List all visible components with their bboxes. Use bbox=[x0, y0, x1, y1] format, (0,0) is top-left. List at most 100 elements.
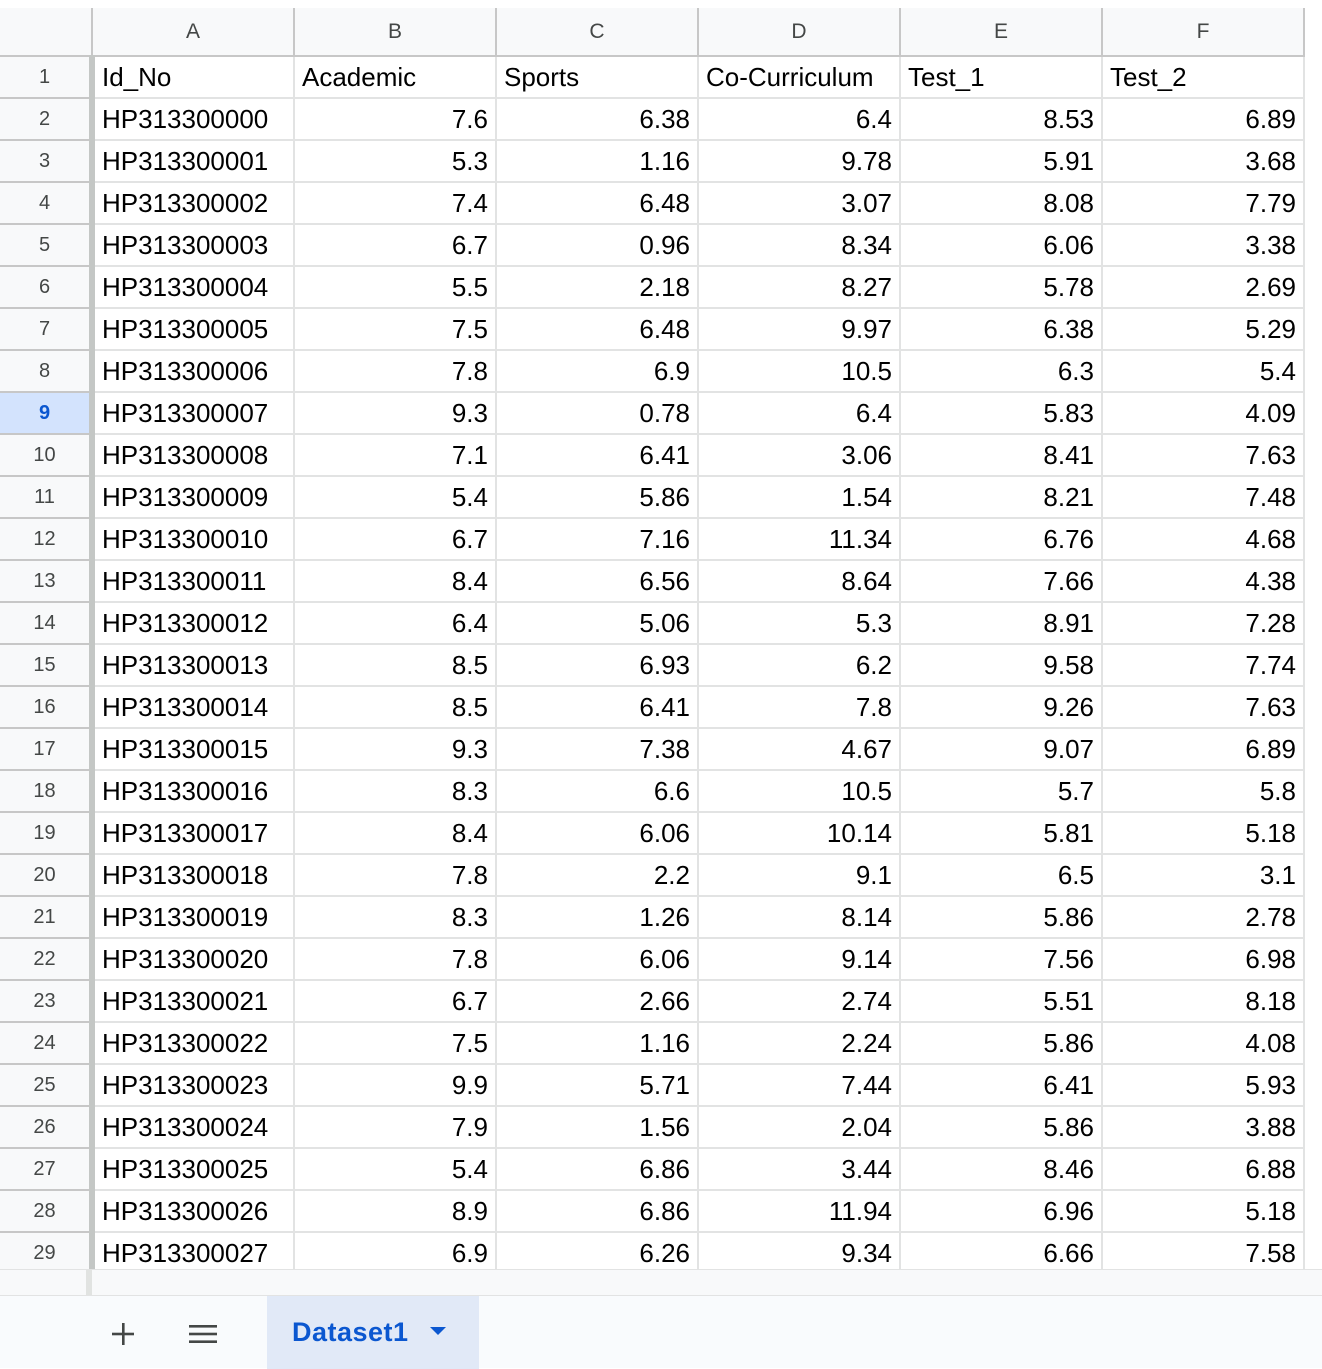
cell-e18[interactable]: 5.7 bbox=[900, 770, 1103, 813]
select-all-corner[interactable] bbox=[0, 8, 93, 57]
cell-d19[interactable]: 10.14 bbox=[698, 812, 901, 855]
row-header-9[interactable]: 9 bbox=[0, 392, 95, 435]
row-header-5[interactable]: 5 bbox=[0, 224, 95, 267]
row-header-17[interactable]: 17 bbox=[0, 728, 95, 771]
cell-b23[interactable]: 6.7 bbox=[294, 980, 497, 1023]
row-header-24[interactable]: 24 bbox=[0, 1022, 95, 1065]
cell-b7[interactable]: 7.5 bbox=[294, 308, 497, 351]
cell-d15[interactable]: 6.2 bbox=[698, 644, 901, 687]
cell-f18[interactable]: 5.8 bbox=[1102, 770, 1305, 813]
cell-d3[interactable]: 9.78 bbox=[698, 140, 901, 183]
row-header-21[interactable]: 21 bbox=[0, 896, 95, 939]
cell-a22[interactable]: HP313300020 bbox=[92, 938, 295, 981]
cell-e1[interactable]: Test_1 bbox=[900, 56, 1103, 99]
cell-f27[interactable]: 6.88 bbox=[1102, 1148, 1305, 1191]
cell-d9[interactable]: 6.4 bbox=[698, 392, 901, 435]
cell-a11[interactable]: HP313300009 bbox=[92, 476, 295, 519]
cell-c26[interactable]: 1.56 bbox=[496, 1106, 699, 1149]
row-header-19[interactable]: 19 bbox=[0, 812, 95, 855]
cell-d1[interactable]: Co-Curriculum bbox=[698, 56, 901, 99]
cell-a20[interactable]: HP313300018 bbox=[92, 854, 295, 897]
cell-b1[interactable]: Academic bbox=[294, 56, 497, 99]
cell-f8[interactable]: 5.4 bbox=[1102, 350, 1305, 393]
cell-d22[interactable]: 9.14 bbox=[698, 938, 901, 981]
cell-b17[interactable]: 9.3 bbox=[294, 728, 497, 771]
cell-d28[interactable]: 11.94 bbox=[698, 1190, 901, 1233]
cell-e22[interactable]: 7.56 bbox=[900, 938, 1103, 981]
row-header-20[interactable]: 20 bbox=[0, 854, 95, 897]
row-header-1[interactable]: 1 bbox=[0, 56, 95, 99]
cell-b24[interactable]: 7.5 bbox=[294, 1022, 497, 1065]
cell-c13[interactable]: 6.56 bbox=[496, 560, 699, 603]
column-header-b[interactable]: B bbox=[294, 8, 497, 57]
cell-b4[interactable]: 7.4 bbox=[294, 182, 497, 225]
cell-a7[interactable]: HP313300005 bbox=[92, 308, 295, 351]
cell-c16[interactable]: 6.41 bbox=[496, 686, 699, 729]
cell-e23[interactable]: 5.51 bbox=[900, 980, 1103, 1023]
cell-e15[interactable]: 9.58 bbox=[900, 644, 1103, 687]
cell-c19[interactable]: 6.06 bbox=[496, 812, 699, 855]
cell-b20[interactable]: 7.8 bbox=[294, 854, 497, 897]
cell-b8[interactable]: 7.8 bbox=[294, 350, 497, 393]
cell-a18[interactable]: HP313300016 bbox=[92, 770, 295, 813]
row-header-2[interactable]: 2 bbox=[0, 98, 95, 141]
cell-a9[interactable]: HP313300007 bbox=[92, 392, 295, 435]
cell-f7[interactable]: 5.29 bbox=[1102, 308, 1305, 351]
cell-b29[interactable]: 6.9 bbox=[294, 1232, 497, 1275]
cell-f19[interactable]: 5.18 bbox=[1102, 812, 1305, 855]
row-header-26[interactable]: 26 bbox=[0, 1106, 95, 1149]
cell-f4[interactable]: 7.79 bbox=[1102, 182, 1305, 225]
column-header-a[interactable]: A bbox=[92, 8, 295, 57]
cell-c27[interactable]: 6.86 bbox=[496, 1148, 699, 1191]
cell-a23[interactable]: HP313300021 bbox=[92, 980, 295, 1023]
cell-c29[interactable]: 6.26 bbox=[496, 1232, 699, 1275]
cell-a5[interactable]: HP313300003 bbox=[92, 224, 295, 267]
cell-a15[interactable]: HP313300013 bbox=[92, 644, 295, 687]
cell-e29[interactable]: 6.66 bbox=[900, 1232, 1103, 1275]
row-header-22[interactable]: 22 bbox=[0, 938, 95, 981]
row-header-16[interactable]: 16 bbox=[0, 686, 95, 729]
cell-c28[interactable]: 6.86 bbox=[496, 1190, 699, 1233]
cell-d6[interactable]: 8.27 bbox=[698, 266, 901, 309]
cell-d23[interactable]: 2.74 bbox=[698, 980, 901, 1023]
cell-a3[interactable]: HP313300001 bbox=[92, 140, 295, 183]
cell-c14[interactable]: 5.06 bbox=[496, 602, 699, 645]
cell-f11[interactable]: 7.48 bbox=[1102, 476, 1305, 519]
cell-c24[interactable]: 1.16 bbox=[496, 1022, 699, 1065]
cell-d20[interactable]: 9.1 bbox=[698, 854, 901, 897]
cell-d24[interactable]: 2.24 bbox=[698, 1022, 901, 1065]
cell-c20[interactable]: 2.2 bbox=[496, 854, 699, 897]
cell-f13[interactable]: 4.38 bbox=[1102, 560, 1305, 603]
cell-e2[interactable]: 8.53 bbox=[900, 98, 1103, 141]
cell-c22[interactable]: 6.06 bbox=[496, 938, 699, 981]
cell-e27[interactable]: 8.46 bbox=[900, 1148, 1103, 1191]
cell-a16[interactable]: HP313300014 bbox=[92, 686, 295, 729]
cell-b6[interactable]: 5.5 bbox=[294, 266, 497, 309]
cell-c15[interactable]: 6.93 bbox=[496, 644, 699, 687]
cell-f28[interactable]: 5.18 bbox=[1102, 1190, 1305, 1233]
cell-b3[interactable]: 5.3 bbox=[294, 140, 497, 183]
cell-a10[interactable]: HP313300008 bbox=[92, 434, 295, 477]
cell-c6[interactable]: 2.18 bbox=[496, 266, 699, 309]
column-header-f[interactable]: F bbox=[1102, 8, 1305, 57]
cell-d12[interactable]: 11.34 bbox=[698, 518, 901, 561]
cell-f21[interactable]: 2.78 bbox=[1102, 896, 1305, 939]
cell-f20[interactable]: 3.1 bbox=[1102, 854, 1305, 897]
cell-c4[interactable]: 6.48 bbox=[496, 182, 699, 225]
add-sheet-button[interactable] bbox=[101, 1312, 145, 1356]
cell-d2[interactable]: 6.4 bbox=[698, 98, 901, 141]
row-header-3[interactable]: 3 bbox=[0, 140, 95, 183]
cell-f22[interactable]: 6.98 bbox=[1102, 938, 1305, 981]
cell-f9[interactable]: 4.09 bbox=[1102, 392, 1305, 435]
cell-b5[interactable]: 6.7 bbox=[294, 224, 497, 267]
cell-d21[interactable]: 8.14 bbox=[698, 896, 901, 939]
cell-c18[interactable]: 6.6 bbox=[496, 770, 699, 813]
cell-e14[interactable]: 8.91 bbox=[900, 602, 1103, 645]
row-header-28[interactable]: 28 bbox=[0, 1190, 95, 1233]
cell-e10[interactable]: 8.41 bbox=[900, 434, 1103, 477]
cell-b13[interactable]: 8.4 bbox=[294, 560, 497, 603]
cell-c23[interactable]: 2.66 bbox=[496, 980, 699, 1023]
cell-e5[interactable]: 6.06 bbox=[900, 224, 1103, 267]
cell-c2[interactable]: 6.38 bbox=[496, 98, 699, 141]
cell-b26[interactable]: 7.9 bbox=[294, 1106, 497, 1149]
